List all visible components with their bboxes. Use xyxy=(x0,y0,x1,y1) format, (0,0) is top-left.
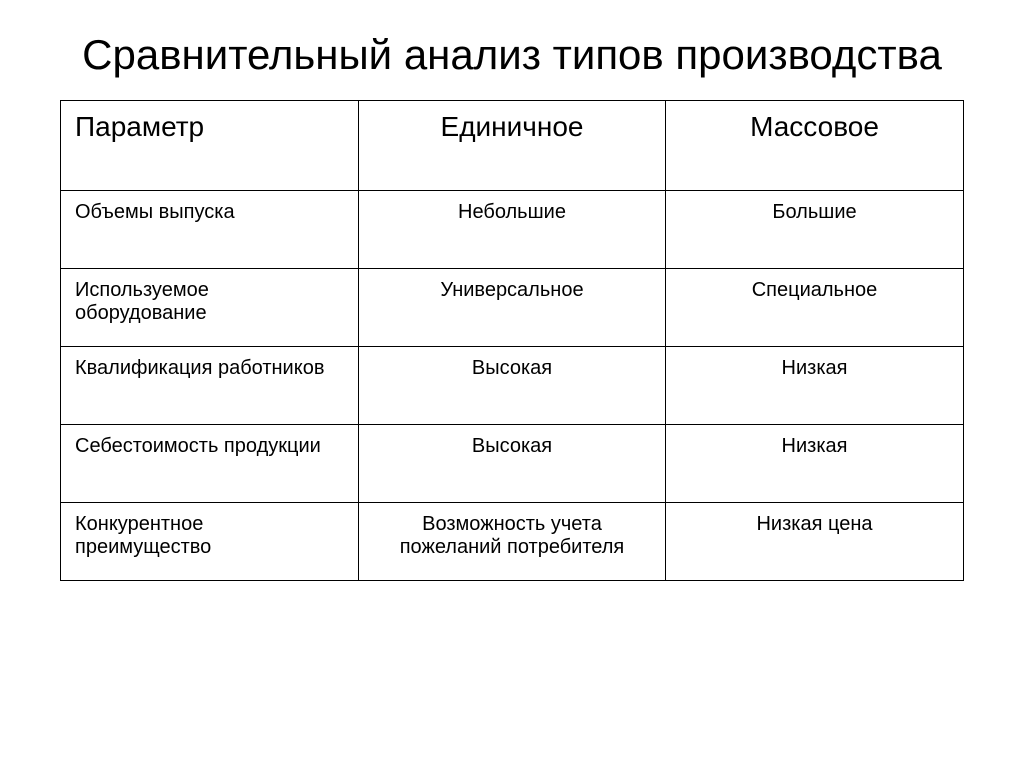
slide-title: Сравнительный анализ типов производства xyxy=(60,30,964,80)
parameter-cell: Объемы выпуска xyxy=(61,191,359,269)
single-value-cell: Универсальное xyxy=(358,269,665,347)
mass-value-cell: Низкая цена xyxy=(666,503,964,581)
column-header-mass: Массовое xyxy=(666,101,964,191)
mass-value-cell: Большие xyxy=(666,191,964,269)
mass-value-cell: Низкая xyxy=(666,425,964,503)
column-header-single: Единичное xyxy=(358,101,665,191)
comparison-table: Параметр Единичное Массовое Объемы выпус… xyxy=(60,100,964,581)
column-header-parameter: Параметр xyxy=(61,101,359,191)
mass-value-cell: Низкая xyxy=(666,347,964,425)
parameter-cell: Конкурентное преимущество xyxy=(61,503,359,581)
table-header-row: Параметр Единичное Массовое xyxy=(61,101,964,191)
single-value-cell: Небольшие xyxy=(358,191,665,269)
mass-value-cell: Специальное xyxy=(666,269,964,347)
single-value-cell: Высокая xyxy=(358,347,665,425)
parameter-cell: Квалификация работников xyxy=(61,347,359,425)
single-value-cell: Возможность учета пожеланий потребителя xyxy=(358,503,665,581)
table-row: Себестоимость продукции Высокая Низкая xyxy=(61,425,964,503)
single-value-cell: Высокая xyxy=(358,425,665,503)
table-row: Используемое оборудование Универсальное … xyxy=(61,269,964,347)
parameter-cell: Используемое оборудование xyxy=(61,269,359,347)
table-row: Конкурентное преимущество Возможность уч… xyxy=(61,503,964,581)
table-row: Квалификация работников Высокая Низкая xyxy=(61,347,964,425)
table-row: Объемы выпуска Небольшие Большие xyxy=(61,191,964,269)
parameter-cell: Себестоимость продукции xyxy=(61,425,359,503)
